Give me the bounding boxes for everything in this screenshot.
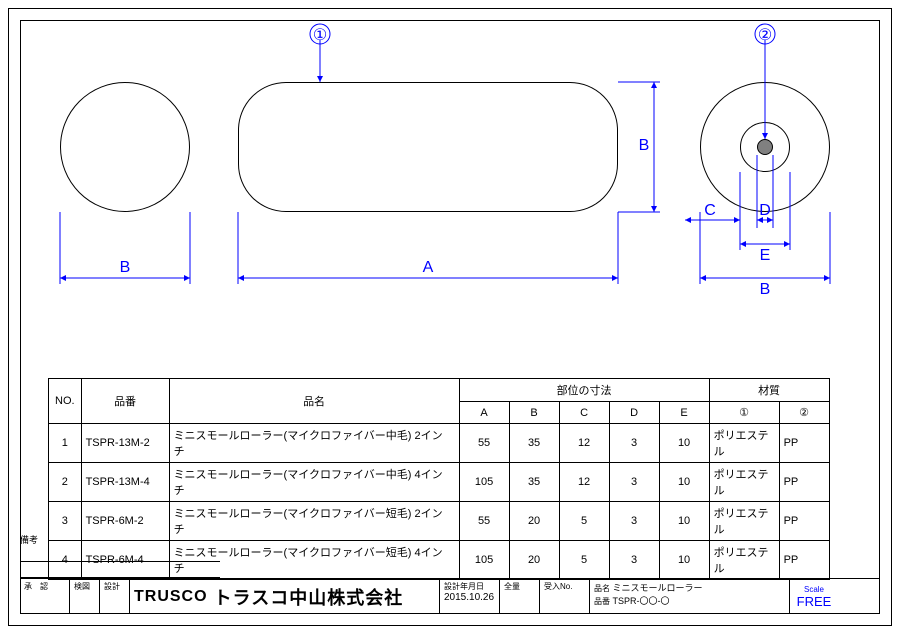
th-m1: ①: [709, 402, 779, 424]
tb-design: 設計: [104, 581, 125, 592]
dim-a: A: [423, 259, 434, 276]
th-b: B: [509, 402, 559, 424]
th-matgroup: 材質: [709, 379, 829, 402]
table-row: 1TSPR-13M-2ミニスモールローラー(マイクロファイバー中毛) 2インチ5…: [49, 424, 830, 463]
th-d: D: [609, 402, 659, 424]
table-row: 2TSPR-13M-4ミニスモールローラー(マイクロファイバー中毛) 4インチ1…: [49, 463, 830, 502]
tb-scale: FREE: [797, 594, 832, 609]
th-c: C: [559, 402, 609, 424]
dim-b-right: B: [760, 281, 771, 298]
tb-check: 検図: [74, 581, 95, 592]
th-e: E: [659, 402, 709, 424]
tb-weight: 全量: [504, 581, 535, 592]
callout-2: ②: [758, 27, 772, 44]
front-view-roller: [238, 82, 618, 212]
callout-1: ①: [313, 27, 327, 44]
th-dimgroup: 部位の寸法: [459, 379, 709, 402]
th-m2: ②: [779, 402, 829, 424]
drawing-area: ① ② B A B C D E: [20, 20, 880, 320]
tb-approve: 承 認: [24, 581, 65, 592]
tb-date: 2015.10.26: [444, 592, 495, 603]
tb-date-label: 設計年月日: [444, 581, 495, 592]
th-no: NO.: [49, 379, 82, 424]
tb-scale-label: Scale: [804, 585, 824, 594]
th-a: A: [459, 402, 509, 424]
company-logo: TRUSCO: [134, 588, 208, 606]
end-view-core: [757, 139, 773, 155]
dim-b-left: B: [120, 259, 131, 276]
tb-code: TSPR-〇〇-〇: [613, 596, 670, 606]
side-view-circle: [60, 82, 190, 212]
tb-name-label: 品名: [594, 584, 610, 593]
th-name: 品名: [169, 379, 459, 424]
dim-b-vert: B: [639, 137, 650, 154]
tb-orderno: 受入No.: [544, 581, 585, 592]
remarks-label: 備考: [20, 535, 38, 545]
th-code: 品番: [81, 379, 169, 424]
tb-name: ミニスモールローラー: [613, 583, 703, 593]
tb-code-label: 品番: [594, 597, 610, 606]
dim-c: C: [704, 202, 716, 219]
dim-e: E: [760, 247, 771, 264]
company-name: トラスコ中山株式会社: [214, 584, 404, 610]
title-block: 承 認 検図 設計 TRUSCO トラスコ中山株式会社 設計年月日2015.10…: [20, 578, 880, 614]
remarks-area: 備考: [20, 533, 220, 578]
